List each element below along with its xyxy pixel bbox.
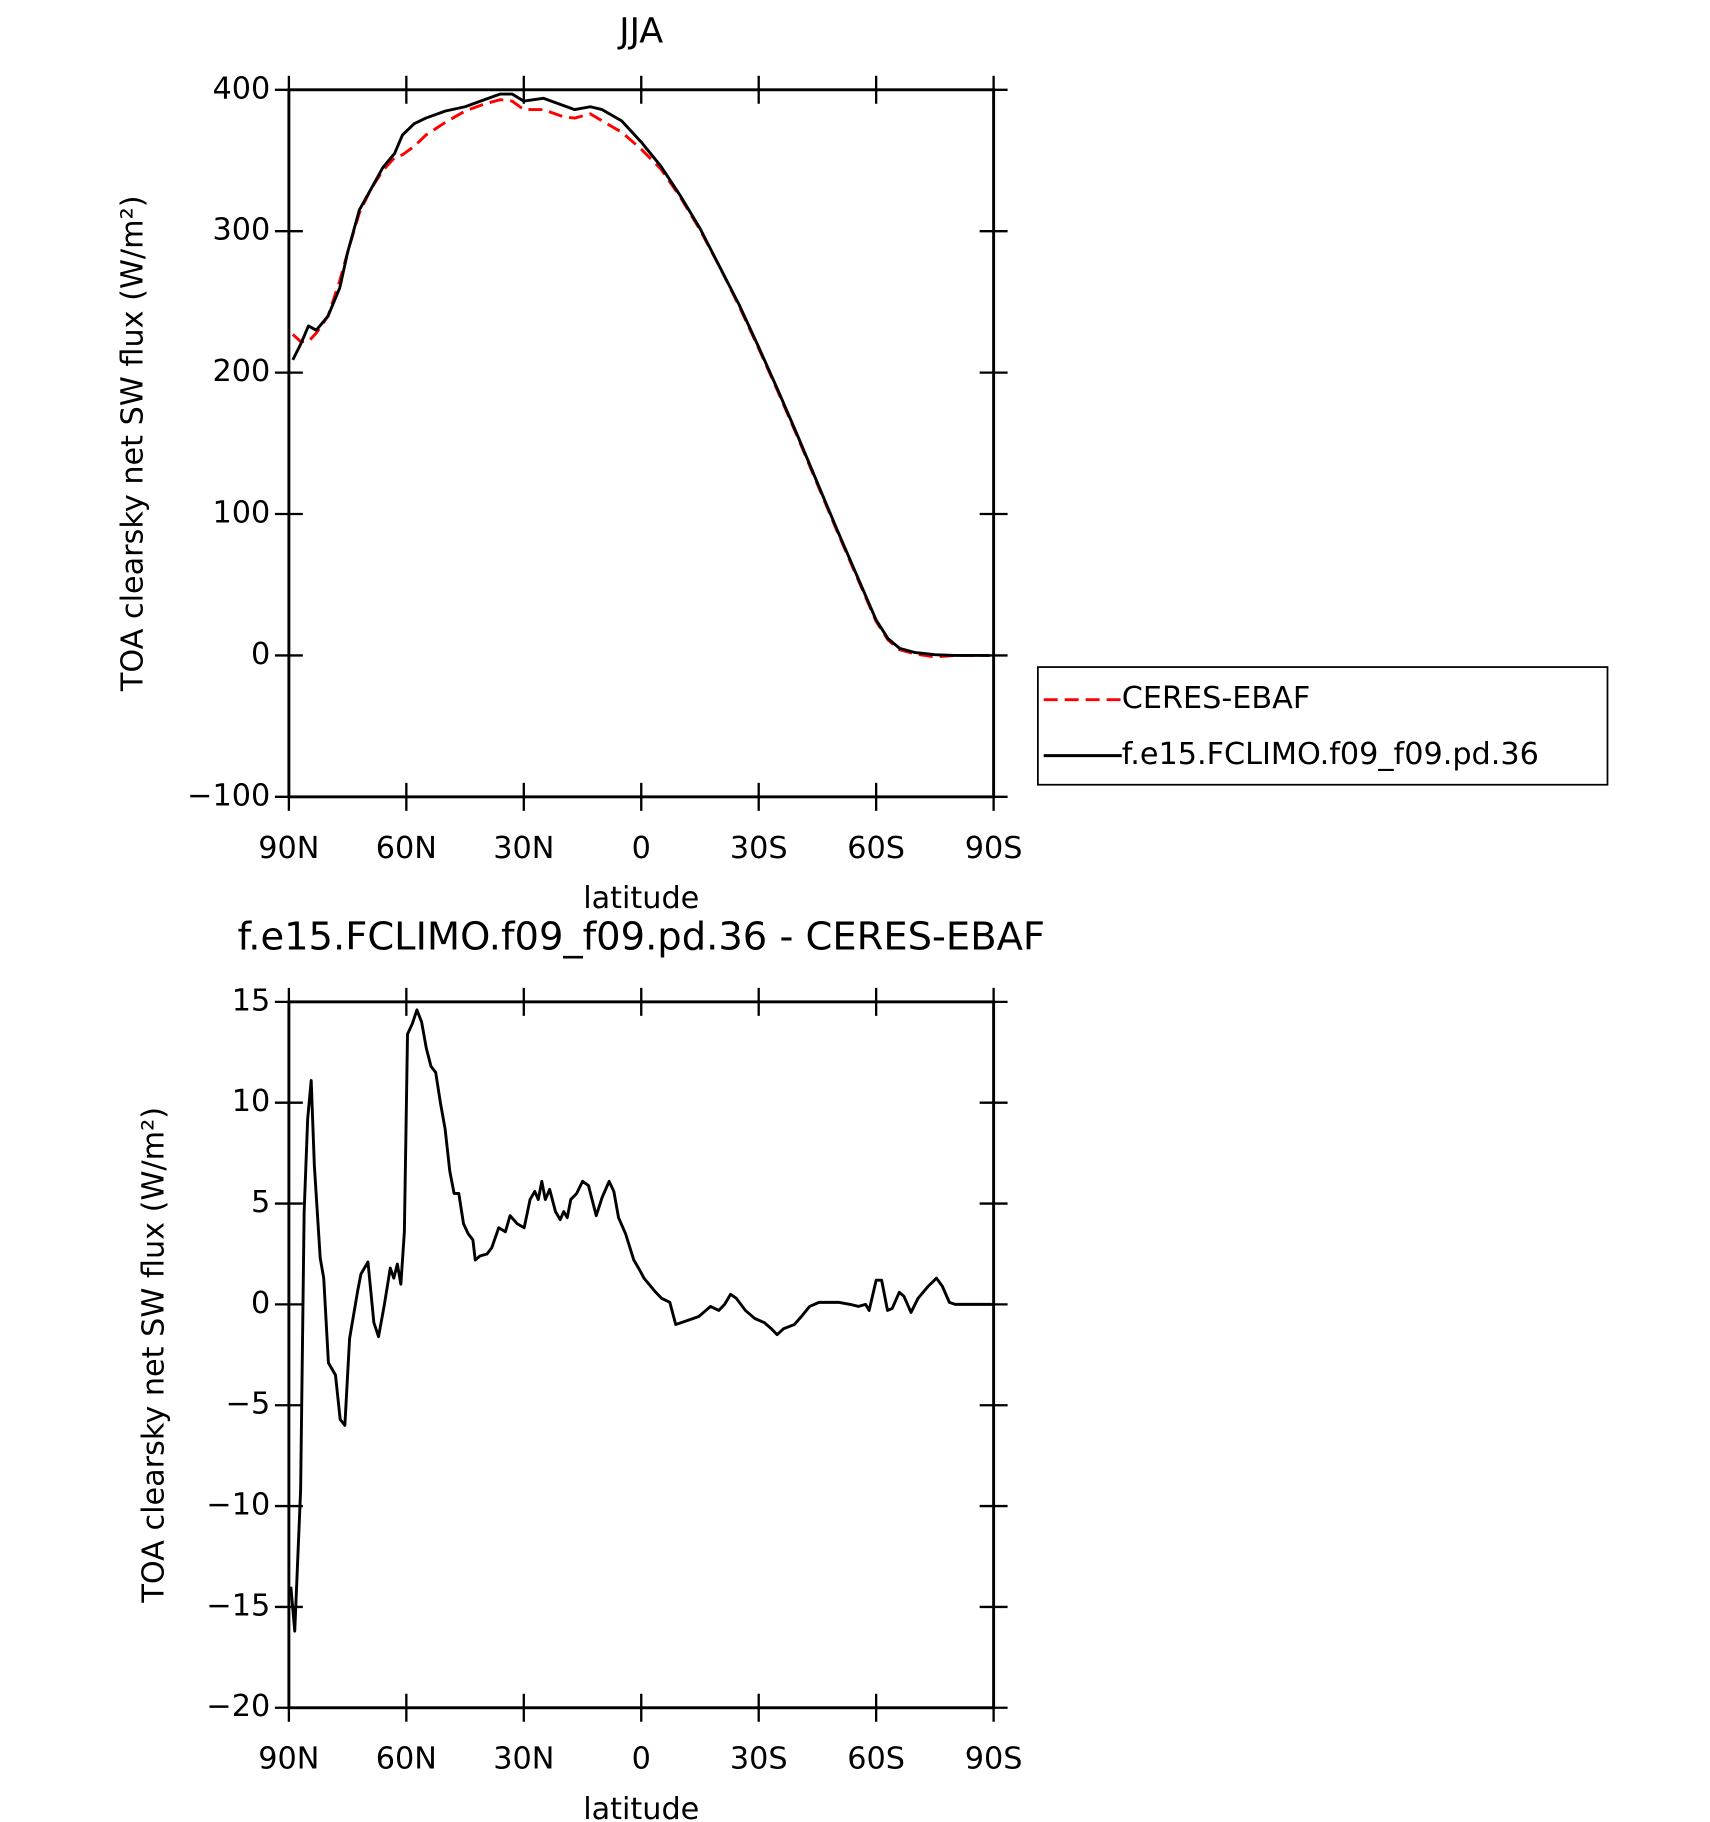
x-tick-label: 30S [730, 831, 788, 866]
data-line [291, 98, 990, 659]
x-tick-label: 60N [376, 1742, 437, 1777]
y-tick-label: 300 [212, 213, 270, 248]
x-tick-label: 30S [730, 1742, 788, 1777]
y-tick-label: −15 [206, 1588, 270, 1623]
x-axis-label: latitude [583, 1792, 699, 1822]
y-tick-label: −5 [226, 1387, 271, 1422]
y-axis-label: TOA clearsky net SW flux (W/m²) [136, 1107, 171, 1604]
legend-label: CERES-EBAF [1122, 681, 1311, 716]
y-tick-label: −20 [206, 1689, 270, 1724]
x-axis-label: latitude [583, 881, 699, 916]
y-axis-label: TOA clearsky net SW flux (W/m²) [115, 195, 150, 692]
y-tick-label: −100 [187, 778, 270, 813]
y-tick-label: 0 [251, 1286, 270, 1321]
x-tick-label: 90S [965, 1742, 1023, 1777]
y-tick-label: 400 [212, 71, 270, 106]
y-tick-label: 0 [251, 637, 270, 672]
y-tick-label: 15 [232, 983, 271, 1018]
x-tick-label: 60N [376, 831, 437, 866]
x-tick-label: 60S [847, 831, 905, 866]
data-line [291, 92, 990, 657]
chart-title: f.e15.FCLIMO.f09_f09.pd.36 - CERES-EBAF [237, 914, 1045, 959]
y-tick-label: 200 [212, 354, 270, 389]
x-tick-label: 90N [258, 831, 319, 866]
plot-frame [287, 1000, 996, 1710]
y-tick-label: −10 [206, 1488, 270, 1523]
x-tick-label: 0 [632, 831, 651, 866]
legend-box [1037, 666, 1609, 786]
y-tick-label: 5 [251, 1185, 270, 1220]
data-line [289, 1008, 992, 1633]
x-tick-label: 60S [847, 1742, 905, 1777]
plot-frame [287, 88, 996, 799]
y-tick-label: 10 [232, 1084, 271, 1119]
y-tick-label: 100 [212, 496, 270, 531]
legend-label: f.e15.FCLIMO.f09_f09.pd.36 [1122, 737, 1539, 772]
x-tick-label: 90N [258, 1742, 319, 1777]
x-tick-label: 0 [632, 1742, 651, 1777]
x-tick-label: 90S [965, 831, 1023, 866]
x-tick-label: 30N [493, 831, 554, 866]
x-tick-label: 30N [493, 1742, 554, 1777]
chart-title: JJA [617, 12, 663, 52]
